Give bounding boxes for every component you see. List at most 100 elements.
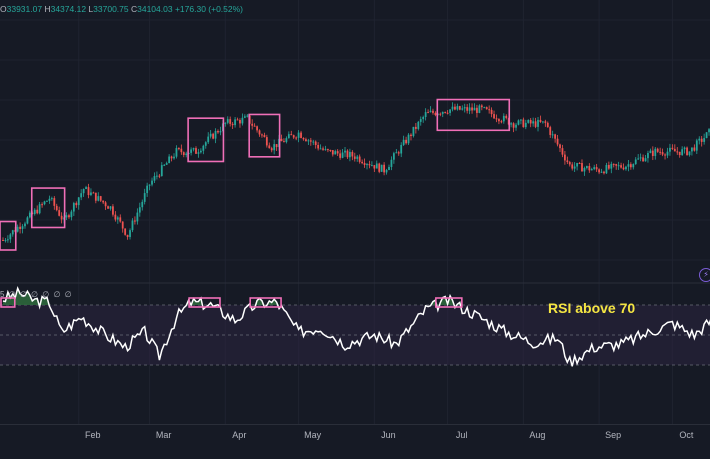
candle-body (261, 134, 263, 136)
candle-body (478, 105, 481, 113)
candle-body (676, 151, 679, 153)
candle-body (70, 211, 73, 218)
candle-body (204, 142, 207, 146)
candle-body (483, 107, 486, 109)
candle-body (72, 203, 75, 212)
candle-body (656, 148, 659, 152)
candle-body (53, 198, 56, 206)
rsi-highlight-box (435, 297, 463, 308)
candle-body (107, 206, 109, 209)
candle-body (99, 196, 102, 201)
change-value: +176.30 (+0.52%) (174, 4, 244, 14)
candle-body (554, 134, 557, 139)
candle-body (395, 152, 398, 154)
candle-body (585, 166, 588, 169)
candle-body (444, 111, 447, 113)
candle-body (43, 201, 46, 205)
candle-body (168, 156, 171, 164)
candle-body (576, 162, 579, 167)
candle-body (627, 164, 630, 167)
candle-body (116, 217, 119, 220)
candle-body (148, 184, 151, 186)
candle-body (673, 148, 676, 152)
candle-body (434, 112, 437, 116)
candle-body (373, 165, 376, 169)
candle-body (253, 125, 256, 127)
candle-body (698, 138, 701, 141)
candle-body (583, 168, 586, 172)
candle-body (75, 203, 78, 206)
candle-body (212, 133, 214, 139)
candle-body (190, 149, 193, 153)
candle-body (634, 159, 637, 165)
candle-body (446, 112, 449, 114)
candle-body (568, 162, 571, 165)
candle-body (607, 164, 610, 169)
candle-body (595, 167, 598, 170)
candle-body (38, 204, 41, 214)
candle-body (532, 121, 535, 124)
candle-body (705, 132, 708, 139)
candle-body (229, 119, 232, 124)
candle-body (449, 109, 451, 113)
candle-body (571, 164, 574, 169)
candle-body (153, 176, 156, 181)
candle-body (58, 210, 61, 216)
candle-body (65, 215, 68, 218)
candle-body (82, 189, 85, 194)
ohlc-readout: O33931.07 H34374.12 L33700.75 C34104.03 … (0, 4, 243, 14)
price-highlight-box (30, 187, 66, 229)
x-tick-label: May (304, 430, 322, 440)
rsi-annotation: RSI above 70 (548, 300, 636, 316)
candle-body (473, 107, 476, 111)
candle-body (620, 165, 622, 168)
candle-body (441, 111, 444, 114)
candle-body (368, 164, 371, 166)
candle-body (515, 124, 517, 128)
candle-body (385, 170, 388, 173)
x-tick-label: Oct (679, 430, 694, 440)
candle-body (461, 108, 464, 110)
candle-body (6, 239, 9, 241)
candle-body (700, 138, 703, 142)
candle-body (353, 156, 356, 159)
price-candles (2, 102, 710, 243)
candle-body (366, 164, 368, 166)
candle-body (664, 154, 666, 156)
candle-body (143, 193, 146, 202)
candle-body (671, 147, 674, 149)
candle-body (534, 121, 537, 127)
candle-body (292, 135, 295, 138)
candle-body (156, 175, 158, 177)
lightning-icon[interactable]: ⚡ (699, 268, 710, 282)
candle-body (177, 148, 180, 150)
candle-body (537, 119, 539, 127)
open-label: O (0, 4, 7, 14)
candle-body (456, 106, 459, 110)
candle-body (405, 139, 407, 144)
rsi-indicator-header[interactable]: 5 ∅ ∅ ∅ ∅ ∅ ∅ (0, 290, 73, 299)
x-tick-label: Mar (155, 430, 172, 440)
candle-body (412, 126, 415, 137)
candle-body (11, 230, 14, 235)
candle-body (549, 127, 552, 135)
candle-body (307, 140, 310, 142)
time-axis[interactable]: Feb Mar Apr May Jun Jul Aug Sep Oct (0, 424, 710, 459)
candle-body (121, 221, 124, 229)
rsi-highlight-box (0, 297, 16, 308)
candle-body (60, 215, 63, 220)
candle-body (639, 157, 642, 159)
candle-body (170, 156, 173, 159)
x-tick-label: Jun (381, 430, 396, 440)
candle-body (417, 121, 420, 129)
candle-body (160, 165, 163, 176)
candle-body (544, 121, 547, 123)
candle-body (488, 109, 491, 111)
candle-body (195, 148, 197, 154)
candle-body (102, 200, 105, 203)
candle-body (517, 120, 520, 125)
candle-body (226, 119, 229, 123)
candle-body (666, 151, 669, 156)
rsi-line (2, 286, 710, 367)
candle-body (349, 151, 351, 158)
